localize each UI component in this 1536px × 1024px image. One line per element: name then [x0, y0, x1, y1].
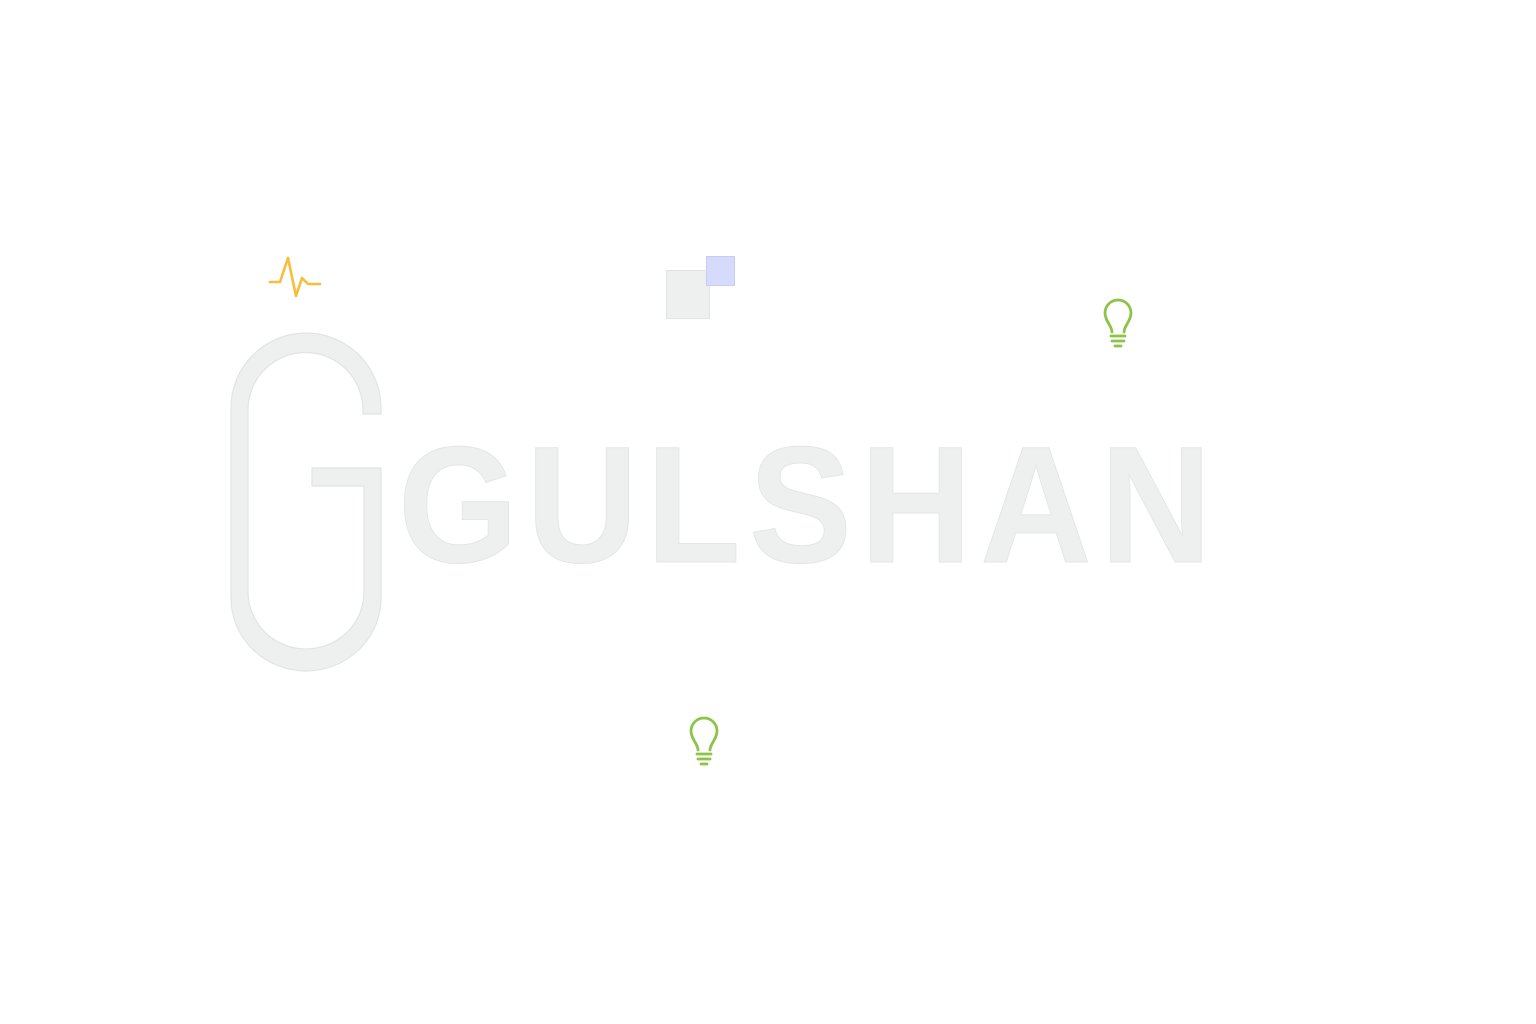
decorative-square-grey	[666, 270, 710, 319]
decorative-square-blue	[706, 256, 735, 286]
brand-wordmark: GULSHAN	[398, 413, 1220, 598]
lightbulb-icon	[689, 716, 719, 766]
pulse-icon	[268, 256, 322, 298]
logo-mark-g	[230, 332, 382, 672]
lightbulb-icon	[1103, 298, 1133, 348]
